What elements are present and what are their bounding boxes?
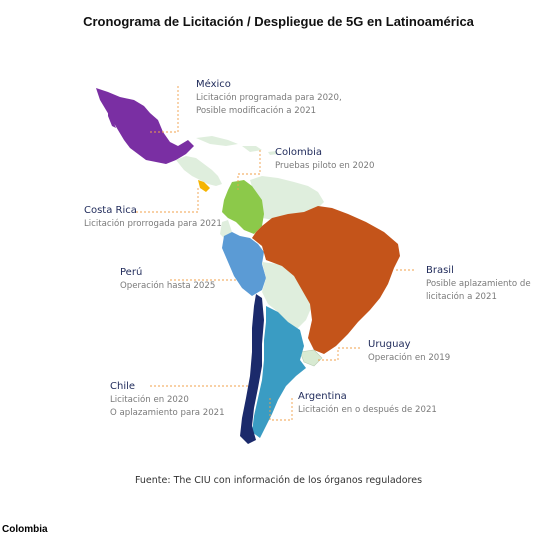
chile-line2: O aplazamiento para 2021 — [110, 407, 225, 418]
chart-title: Cronograma de Licitación / Despliegue de… — [83, 14, 474, 29]
footer-heading: Colombia — [2, 524, 48, 535]
uruguay-label: Uruguay Operación en 2019 — [368, 338, 450, 365]
peru-region — [222, 232, 266, 296]
chile-region — [240, 294, 264, 444]
colombia-region — [222, 180, 264, 234]
costa-rica-label: Costa Rica Licitación prorrogada para 20… — [84, 204, 222, 231]
colombia-leader — [237, 150, 261, 192]
chile-name: Chile — [110, 381, 136, 392]
uruguay-line1: Operación en 2019 — [368, 353, 451, 363]
costa-rica-leader — [136, 186, 199, 213]
argentina-name: Argentina — [298, 391, 347, 402]
brasil-label: Brasil Posible aplazamiento de licitació… — [426, 264, 531, 303]
uruguay-leader — [318, 347, 362, 361]
brasil-region — [252, 206, 400, 354]
mexico-region — [96, 88, 194, 164]
argentina-region — [252, 306, 306, 438]
brasil-line1: Posible aplazamiento de — [426, 279, 531, 289]
source-note: Fuente: The CIU con información de los ó… — [134, 475, 423, 486]
caribbean-region — [196, 136, 278, 155]
brasil-name: Brasil — [426, 265, 454, 276]
uruguay-name: Uruguay — [368, 339, 411, 350]
costa-rica-line1: Licitación prorrogada para 2021 — [84, 219, 222, 229]
costa-rica-name: Costa Rica — [84, 205, 137, 216]
peru-label: Perú Operación hasta 2025 — [120, 266, 215, 293]
peru-name: Perú — [120, 267, 143, 278]
brasil-line2: licitación a 2021 — [426, 291, 497, 302]
mexico-name: México — [196, 79, 231, 90]
colombia-line1: Pruebas piloto en 2020 — [275, 161, 375, 171]
uruguay-region — [299, 349, 323, 367]
mexico-line2: Posible modificación a 2021 — [196, 105, 317, 116]
colombia-name: Colombia — [275, 147, 322, 158]
leader-lines — [136, 86, 416, 421]
argentina-line1: Licitación en o después de 2021 — [298, 405, 437, 415]
northern-region — [220, 176, 324, 240]
colombia-label: Colombia Pruebas piloto en 2020 — [275, 146, 374, 173]
argentina-label: Argentina Licitación en o después de 202… — [298, 390, 437, 417]
chile-label: Chile Licitación en 2020 O aplazamiento … — [110, 380, 225, 419]
mexico-line1: Licitación programada para 2020, — [196, 93, 342, 103]
peru-line1: Operación hasta 2025 — [120, 281, 216, 291]
mexico-label: México Licitación programada para 2020, … — [196, 78, 342, 117]
central-america-region — [176, 156, 222, 186]
central-south-region — [262, 262, 312, 330]
mexico-leader — [150, 86, 179, 133]
costa-rica-region — [198, 180, 210, 192]
chile-line1: Licitación en 2020 — [110, 395, 189, 405]
argentina-leader — [269, 396, 293, 421]
